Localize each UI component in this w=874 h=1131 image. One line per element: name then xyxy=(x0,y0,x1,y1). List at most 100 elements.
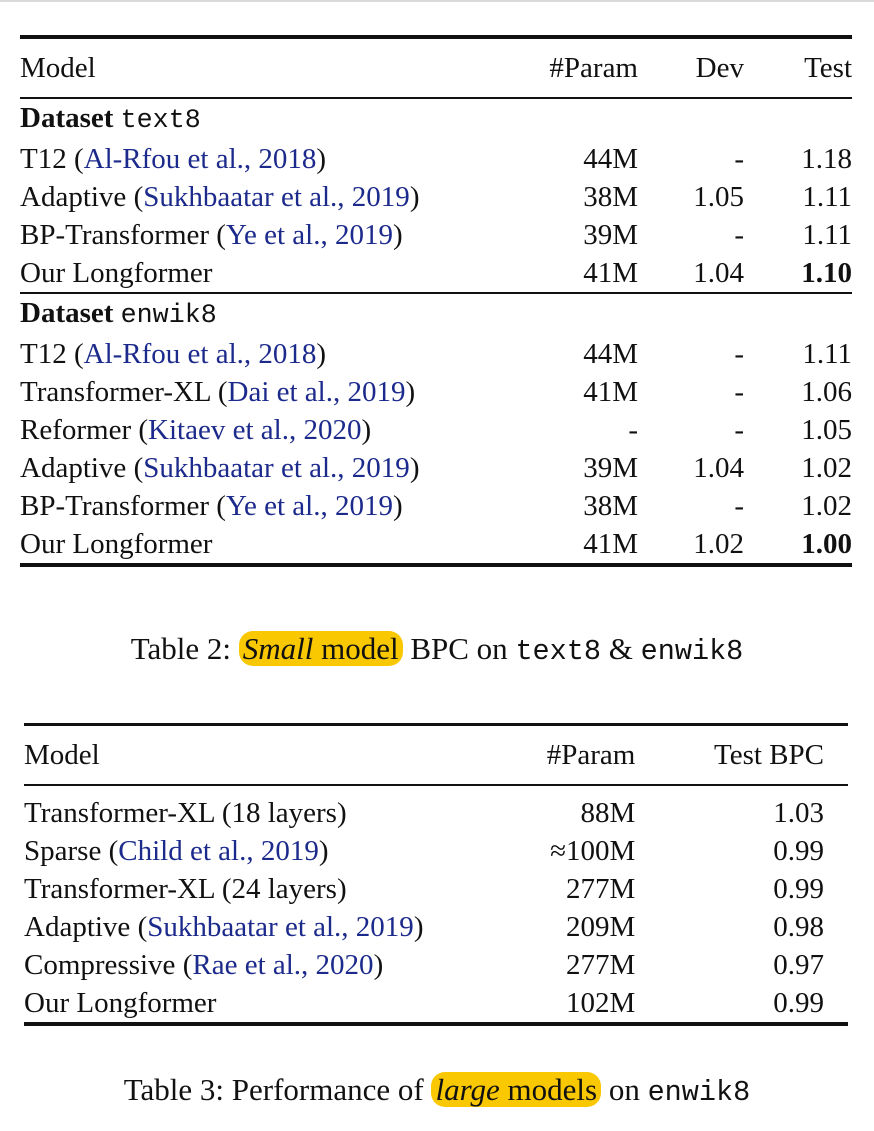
model-name: Sparse xyxy=(24,835,109,867)
param-cell: 39M xyxy=(583,452,638,484)
dev-cell: 1.04 xyxy=(693,452,744,484)
table-row: Adaptive (Sukhbaatar et al., 2019) 209M 0.… xyxy=(24,908,848,946)
model-name: Transformer-XL (24 layers) xyxy=(24,873,347,905)
test-cell: 1.00 xyxy=(801,528,852,560)
highlight-rest: model xyxy=(313,631,399,666)
model-cell: Our Longformer xyxy=(20,254,490,293)
table-row: Compressive (Rae et al., 2020) 277M 0.97 xyxy=(24,946,848,984)
citation-link[interactable]: Dai et al., 2019 xyxy=(227,376,406,408)
citation-link[interactable]: Child et al., 2019 xyxy=(118,835,319,867)
model-cell: Our Longformer xyxy=(24,984,513,1024)
model-name: Our Longformer xyxy=(24,987,217,1019)
model-cell: Transformer-XL (24 layers) xyxy=(24,870,513,908)
model-cell: Adaptive (Sukhbaatar et al., 2019) xyxy=(20,181,420,213)
param-cell: 38M xyxy=(583,181,638,213)
test-cell: 1.18 xyxy=(801,143,852,175)
table-2-header-row: Model #Param Dev Test xyxy=(20,37,852,99)
dev-cell: - xyxy=(734,143,744,175)
citation-link[interactable]: Al-Rfou et al., 2018 xyxy=(83,143,317,175)
table-row: Our Longformer 102M 0.99 xyxy=(24,984,848,1024)
model-cell: Adaptive (Sukhbaatar et al., 2019) xyxy=(20,452,420,484)
table-row: Reformer (Kitaev et al., 2020) - - 1.05 xyxy=(20,411,852,449)
model-cell: Transformer-XL (18 layers) xyxy=(24,785,513,832)
table-row: Our Longformer 41M 1.02 1.00 xyxy=(20,525,852,565)
model-cell: Sparse (Child et al., 2019) xyxy=(24,835,329,867)
citation-link[interactable]: Rae et al., 2020 xyxy=(192,949,374,981)
table-2-body: Dataset text8 T12 (Al-Rfou et al., 2018) 4… xyxy=(20,98,852,565)
header-model: Model xyxy=(20,37,490,99)
dataset-label-bold: Dataset xyxy=(20,102,114,134)
param-cell: 209M xyxy=(566,911,636,943)
test-cell: 1.05 xyxy=(801,414,852,446)
model-cell: Our Longformer xyxy=(20,525,490,565)
param-cell: 38M xyxy=(583,490,638,522)
dev-cell: 1.04 xyxy=(693,257,744,289)
table-2: Model #Param Dev Test Dataset text8 T12 (… xyxy=(20,35,852,567)
model-cell: BP-Transformer (Ye et al., 2019) xyxy=(20,490,403,522)
citation-link[interactable]: Sukhbaatar et al., 2019 xyxy=(147,911,414,943)
model-name: Our Longformer xyxy=(20,528,213,560)
dataset-label: Dataset text8 xyxy=(20,98,852,140)
table-row: Transformer-XL (24 layers) 277M 0.99 xyxy=(24,870,848,908)
test-cell: 1.02 xyxy=(801,452,852,484)
model-name: BP-Transformer xyxy=(20,219,217,251)
header-param: #Param xyxy=(513,724,636,786)
param-cell: 277M xyxy=(566,949,636,981)
param-cell: ≈100M xyxy=(550,835,636,867)
test-cell: 1.11 xyxy=(802,338,852,370)
citation-link[interactable]: Ye et al., 2019 xyxy=(225,490,393,522)
test-cell: 1.06 xyxy=(801,376,852,408)
citation-link[interactable]: Al-Rfou et al., 2018 xyxy=(83,338,317,370)
param-cell: 44M xyxy=(583,338,638,370)
table-3-caption: Table 3: Performance of large models on … xyxy=(0,1072,874,1109)
table-row: Transformer-XL (Dai et al., 2019) 41M - 1.0… xyxy=(20,373,852,411)
model-name: T12 xyxy=(20,338,74,370)
header-param: #Param xyxy=(490,37,638,99)
dev-cell: 1.05 xyxy=(693,181,744,213)
citation-link[interactable]: Ye et al., 2019 xyxy=(225,219,393,251)
citation-link[interactable]: Sukhbaatar et al., 2019 xyxy=(143,181,410,213)
param-cell: 88M xyxy=(580,797,636,829)
header-model: Model xyxy=(24,724,514,786)
dataset-section-header: Dataset text8 xyxy=(20,98,852,140)
citation-link[interactable]: Kitaev et al., 2020 xyxy=(148,414,362,446)
table-row: T12 (Al-Rfou et al., 2018) 44M - 1.18 xyxy=(20,140,852,178)
param-cell: 41M xyxy=(583,376,638,408)
model-name: Reformer xyxy=(20,414,139,446)
highlighted-text: Small model xyxy=(238,631,403,666)
model-cell: T12 (Al-Rfou et al., 2018) xyxy=(20,338,327,370)
model-cell: BP-Transformer (Ye et al., 2019) xyxy=(20,219,403,251)
table-row: Adaptive (Sukhbaatar et al., 2019) 38M 1.0… xyxy=(20,178,852,216)
caption-mid: BPC on xyxy=(402,631,516,666)
dev-cell: - xyxy=(734,414,744,446)
caption-amp: & xyxy=(601,631,641,666)
caption-prefix: Table 3: Performance of xyxy=(123,1072,432,1107)
model-cell: Transformer-XL (Dai et al., 2019) xyxy=(20,376,416,408)
model-cell: Reformer (Kitaev et al., 2020) xyxy=(20,414,372,446)
highlighted-text: large models xyxy=(431,1072,602,1107)
caption-mid: on xyxy=(601,1072,648,1107)
citation-link[interactable]: Sukhbaatar et al., 2019 xyxy=(143,452,410,484)
model-name: Adaptive xyxy=(20,452,134,484)
dev-cell: - xyxy=(734,490,744,522)
test-bpc-cell: 0.97 xyxy=(773,949,824,981)
param-cell: 44M xyxy=(583,143,638,175)
table-row: Transformer-XL (18 layers) 88M 1.03 xyxy=(24,785,848,832)
header-test: Test xyxy=(744,37,852,99)
table-3-header-row: Model #Param Test BPC xyxy=(24,724,848,786)
test-cell: 1.02 xyxy=(801,490,852,522)
test-bpc-cell: 0.99 xyxy=(773,987,824,1019)
header-test-bpc: Test BPC xyxy=(635,724,848,786)
caption-code-text8: text8 xyxy=(515,635,601,668)
model-name: Transformer-XL (18 layers) xyxy=(24,797,347,829)
dataset-label: Dataset enwik8 xyxy=(20,292,852,335)
highlight-italic: Small xyxy=(242,631,314,666)
top-border xyxy=(0,0,874,2)
model-name: BP-Transformer xyxy=(20,490,217,522)
dev-cell: 1.02 xyxy=(693,528,744,560)
model-name: Adaptive xyxy=(20,181,134,213)
table-row: Sparse (Child et al., 2019) ≈100M 0.99 xyxy=(24,832,848,870)
model-name: T12 xyxy=(20,143,74,175)
table-3: Model #Param Test BPC Transformer-XL (18… xyxy=(24,723,848,1026)
test-cell: 1.10 xyxy=(801,257,852,289)
